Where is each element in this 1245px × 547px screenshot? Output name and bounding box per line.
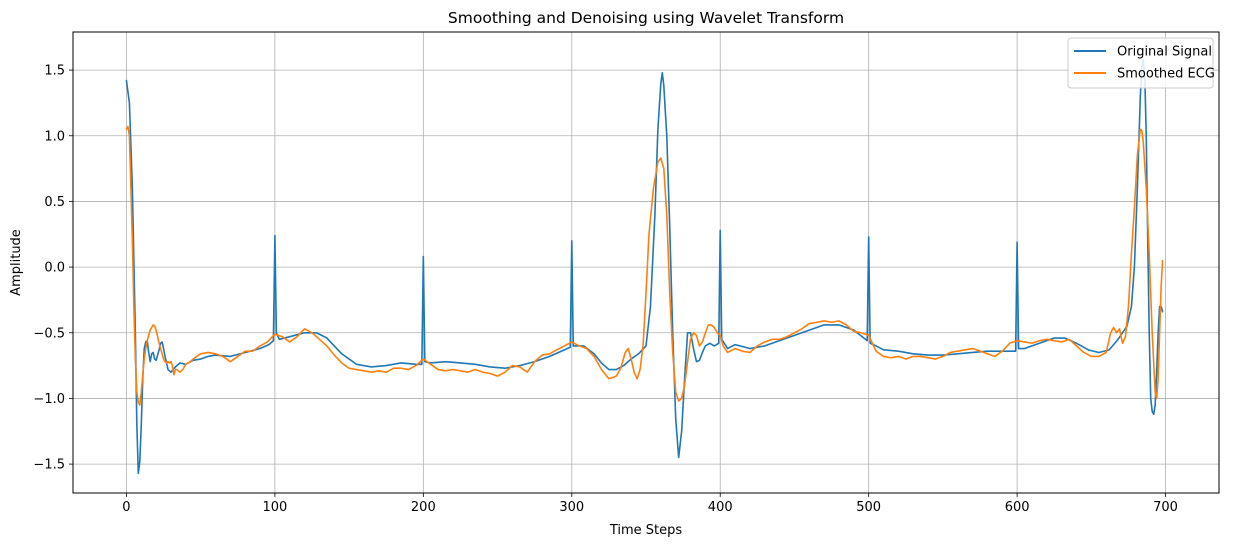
x-tick-label: 700 — [1153, 500, 1178, 515]
y-tick-label: 0.5 — [44, 195, 65, 210]
x-tick-label: 0 — [122, 500, 130, 515]
series-lines — [125, 58, 1164, 475]
chart-title: Smoothing and Denoising using Wavelet Tr… — [448, 9, 844, 27]
y-tick-label: −1.0 — [33, 392, 65, 407]
y-tick-label: 1.0 — [44, 129, 65, 144]
legend-label-original: Original Signal — [1117, 45, 1212, 60]
y-axis-title: Amplitude — [9, 229, 24, 296]
y-tick-label: 0.0 — [44, 261, 65, 276]
legend-label-smoothed: Smoothed ECG — [1117, 67, 1215, 82]
x-tick-label: 100 — [262, 500, 287, 515]
x-tick-label: 200 — [411, 500, 436, 515]
y-tick-label: 1.5 — [44, 64, 65, 79]
x-tick-label: 400 — [708, 500, 733, 515]
series-line-original — [125, 58, 1164, 475]
x-tick-label: 300 — [559, 500, 584, 515]
x-tick-label: 500 — [856, 500, 881, 515]
series-line-smoothed — [125, 125, 1164, 406]
y-tick-label: −0.5 — [33, 326, 65, 341]
plot-frame — [72, 31, 1220, 494]
x-axis-title: Time Steps — [609, 523, 683, 538]
y-axis-ticks: −1.5 −1.0 −0.5 0.0 0.5 1.0 1.5 — [33, 64, 73, 473]
grid — [73, 32, 1219, 493]
legend: Original Signal Smoothed ECG — [1067, 37, 1215, 89]
x-axis-ticks: 0 100 200 300 400 500 600 700 — [122, 493, 1178, 515]
x-tick-label: 600 — [1005, 500, 1030, 515]
y-tick-label: −1.5 — [33, 458, 65, 473]
